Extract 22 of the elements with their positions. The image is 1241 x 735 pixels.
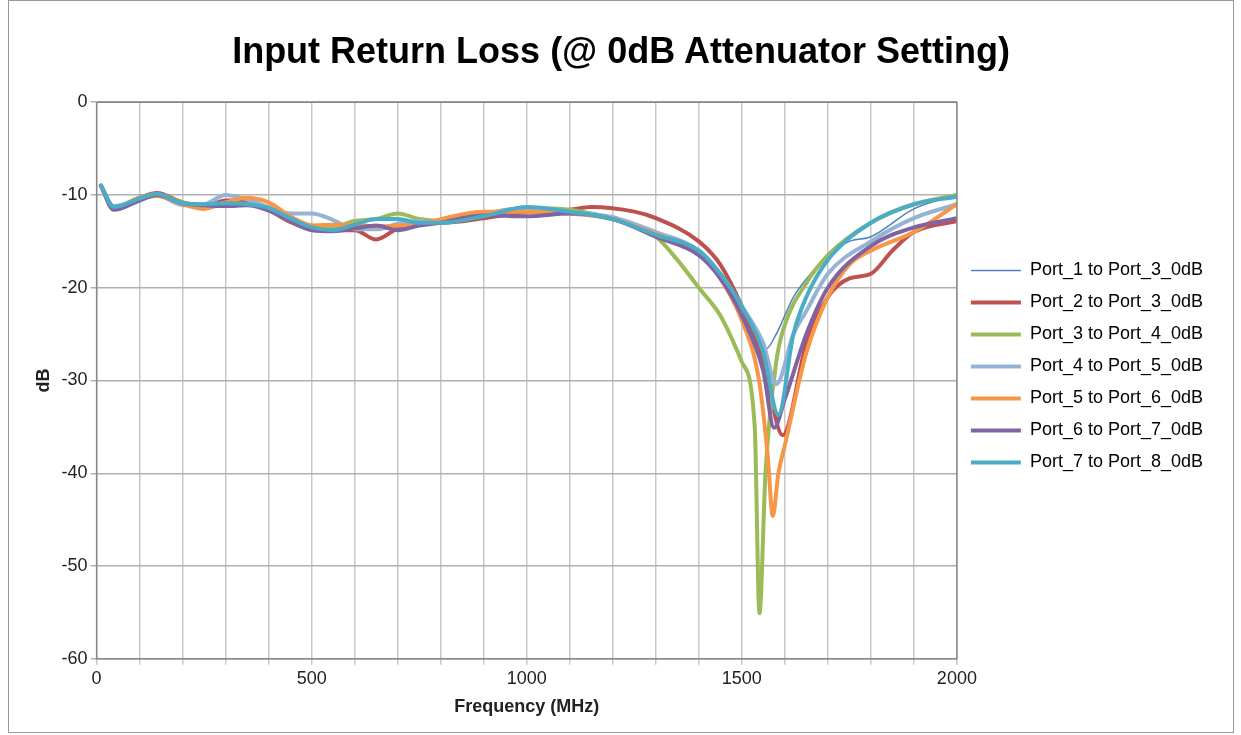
x-tick-label: 0 <box>91 667 102 688</box>
y-tick-label: -20 <box>61 276 88 297</box>
legend-label: Port_3 to Port_4_0dB <box>1029 323 1204 345</box>
legend-label: Port_2 to Port_3_0dB <box>1029 291 1204 313</box>
legend-label: Port_1 to Port_3_0dB <box>1029 259 1204 281</box>
legend-label: Port_4 to Port_5_0dB <box>1029 355 1204 377</box>
y-tick-label: -10 <box>61 183 88 204</box>
x-tick-label: 1500 <box>721 667 762 688</box>
x-tick-label: 500 <box>296 667 327 688</box>
y-tick-label: -60 <box>61 647 88 668</box>
x-tick-label: 2000 <box>936 667 977 688</box>
legend-label: Port_7 to Port_8_0dB <box>1029 451 1204 473</box>
chart-title: Input Return Loss (@ 0dB Attenuator Setting) <box>232 29 1010 71</box>
y-tick-label: -50 <box>61 555 88 575</box>
x-tick-label: 1000 <box>506 667 547 688</box>
y-tick-label: -40 <box>61 462 88 483</box>
legend-label: Port_6 to Port_7_0dB <box>1029 419 1204 441</box>
y-axis-title: dB <box>32 368 53 393</box>
y-tick-label: 0 <box>77 91 88 112</box>
y-tick-label: -30 <box>61 369 88 390</box>
legend-label: Port_5 to Port_6_0dB <box>1029 387 1204 409</box>
x-axis-title: Frequency (MHz) <box>454 696 600 717</box>
